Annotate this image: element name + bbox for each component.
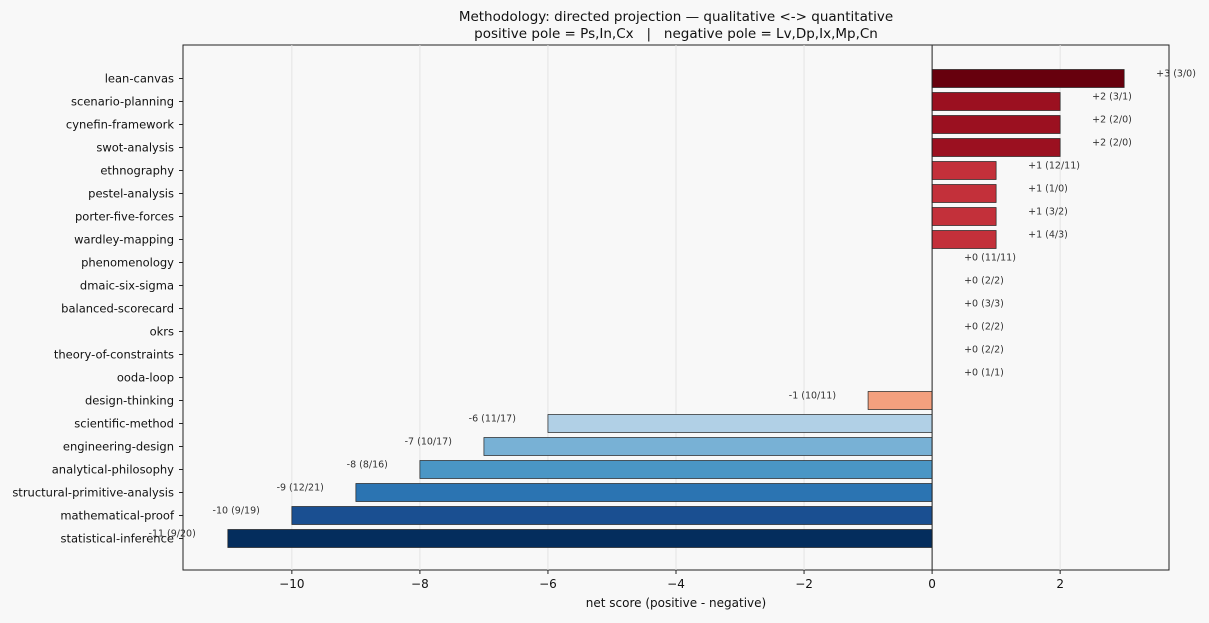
data-label: -11 (9/20) [149, 529, 196, 540]
data-label: +2 (2/0) [1092, 115, 1132, 126]
x-tick-label: −2 [795, 577, 813, 591]
data-label: -10 (9/19) [213, 506, 260, 517]
bar [931, 92, 1061, 111]
x-tick-label: −10 [279, 577, 304, 591]
category-label: pestel-analysis [88, 187, 174, 201]
bar [419, 460, 933, 479]
data-label: +0 (2/2) [964, 345, 1004, 356]
data-label: +0 (2/2) [964, 322, 1004, 333]
bar [931, 230, 997, 249]
category-label: mathematical-proof [60, 509, 175, 523]
category-label: cynefin-framework [66, 118, 174, 132]
category-label: scenario-planning [71, 95, 174, 109]
data-label: +1 (3/2) [1028, 207, 1068, 218]
category-label: dmaic-six-sigma [80, 279, 174, 293]
category-label: ethnography [100, 164, 174, 178]
data-label: -1 (10/11) [789, 391, 836, 402]
data-label: +1 (4/3) [1028, 230, 1068, 241]
bar [931, 161, 997, 180]
bars [227, 69, 1125, 548]
bar [227, 529, 933, 548]
bar [931, 69, 1125, 88]
data-label: -6 (11/17) [469, 414, 516, 425]
x-ticks: −10 −8 −6 −4 −2 0 2 [279, 570, 1064, 591]
bar [483, 437, 933, 456]
category-label: okrs [150, 325, 174, 339]
chart-subtitle: positive pole = Ps,In,Cx | negative pole… [474, 26, 878, 42]
category-label: engineering-design [63, 440, 174, 454]
bar [931, 115, 1061, 134]
category-label: wardley-mapping [74, 233, 174, 247]
category-label: ooda-loop [117, 371, 174, 385]
category-label: swot-analysis [96, 141, 174, 155]
bar [547, 414, 933, 433]
category-label: analytical-philosophy [52, 463, 174, 477]
category-label: phenomenology [81, 256, 174, 270]
category-labels: lean-canvas scenario-planning cynefin-fram… [12, 72, 183, 546]
data-label: +0 (3/3) [964, 299, 1004, 310]
category-label: structural-primitive-analysis [12, 486, 174, 500]
chart-title: Methodology: directed projection — quali… [459, 9, 893, 25]
data-label: +2 (2/0) [1092, 138, 1132, 149]
data-label: +1 (12/11) [1028, 161, 1080, 172]
category-label: scientific-method [74, 417, 174, 431]
data-label: +0 (1/1) [964, 368, 1004, 379]
data-labels: +3 (3/0) +2 (3/1) +2 (2/0) +2 (2/0) +1 (12/1… [149, 69, 1196, 540]
x-tick-label: −4 [667, 577, 685, 591]
bar [931, 184, 997, 203]
category-label: statistical-inference [60, 532, 174, 546]
data-label: -7 (10/17) [405, 437, 452, 448]
data-label: -9 (12/21) [277, 483, 324, 494]
x-tick-label: 0 [928, 577, 936, 591]
bar [291, 506, 933, 525]
category-label: lean-canvas [105, 72, 174, 86]
x-tick-label: −6 [539, 577, 557, 591]
bar [931, 138, 1061, 157]
bar [867, 391, 933, 410]
x-tick-label: 2 [1056, 577, 1064, 591]
data-label: -8 (8/16) [347, 460, 388, 471]
category-label: balanced-scorecard [61, 302, 174, 316]
category-label: theory-of-constraints [54, 348, 174, 362]
x-axis-title: net score (positive - negative) [586, 596, 766, 610]
bar [931, 207, 997, 226]
x-tick-label: −8 [411, 577, 429, 591]
category-label: porter-five-forces [75, 210, 174, 224]
bar [355, 483, 933, 502]
data-label: +0 (2/2) [964, 276, 1004, 287]
data-label: +2 (3/1) [1092, 92, 1132, 103]
data-label: +3 (3/0) [1156, 69, 1196, 80]
category-label: design-thinking [85, 394, 174, 408]
data-label: +0 (11/11) [964, 253, 1016, 264]
data-label: +1 (1/0) [1028, 184, 1068, 195]
